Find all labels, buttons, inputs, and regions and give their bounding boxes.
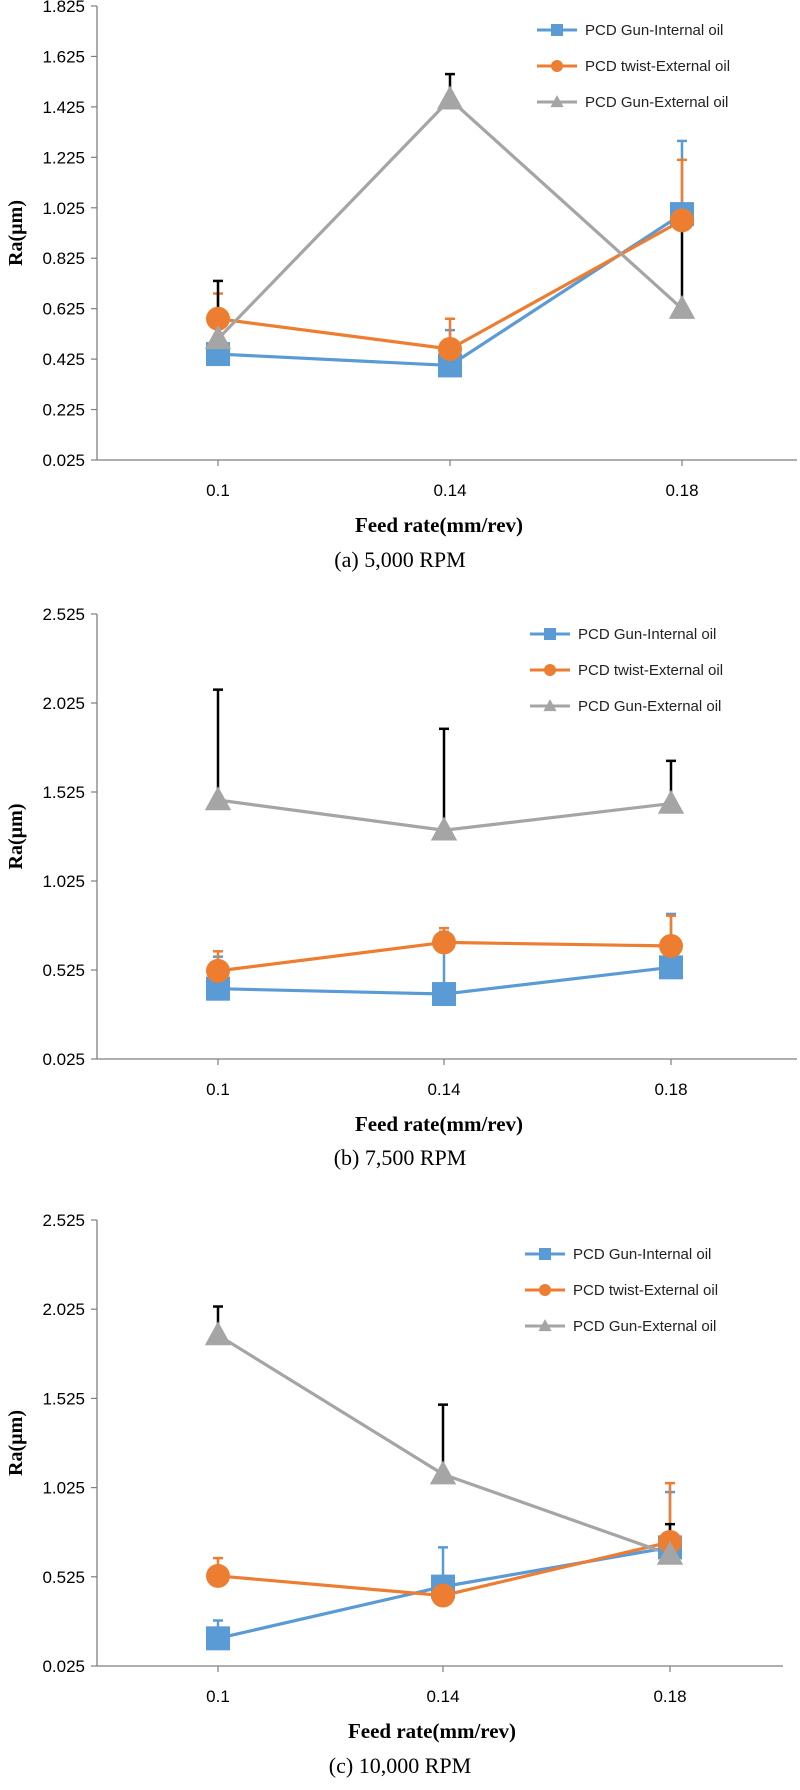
y-tick-label: 1.025 (42, 1479, 85, 1498)
y-tick-label: 0.525 (42, 1568, 85, 1587)
legend-entry: PCD Gun-Internal oil (578, 626, 716, 643)
legend-entry: PCD twist-External oil (585, 58, 730, 75)
x-tick-label: 0.14 (426, 1687, 459, 1706)
legend-marker (550, 95, 564, 108)
data-point (436, 85, 464, 110)
y-tick-label: 1.825 (42, 0, 85, 16)
legend-entry: PCD twist-External oil (573, 1282, 718, 1299)
y-axis-label: Ra(µm) (5, 1410, 27, 1476)
chart-caption: (c) 10,000 RPM (329, 1753, 471, 1778)
chart-caption: (a) 5,000 RPM (334, 547, 465, 572)
y-tick-label: 1.225 (42, 148, 85, 167)
y-axis-label: Ra(µm) (5, 804, 27, 870)
y-tick-label: 1.025 (42, 872, 85, 891)
data-point (432, 982, 456, 1007)
series-line (216, 97, 684, 341)
data-point (206, 306, 230, 331)
data-point (206, 958, 230, 983)
x-axis-label: Feed rate(mm/rev) (355, 513, 523, 537)
x-tick-label: 0.1 (206, 481, 230, 500)
legend-entry: PCD Gun-Internal oil (585, 22, 723, 39)
y-tick-label: 2.525 (42, 1211, 85, 1230)
legend-entry: PCD Gun-External oil (573, 1318, 716, 1335)
data-point (656, 1540, 684, 1565)
y-tick-label: 0.425 (42, 350, 85, 369)
legend-marker (539, 1284, 551, 1296)
x-axis-label: Feed rate(mm/rev) (348, 1719, 516, 1743)
chart-2: 0.025 0.525 1.025 1.525 2.025 2.525 0.1 0.14 0.1… (5, 605, 797, 1170)
legend-entry: PCD Gun-External oil (578, 698, 721, 715)
legend-marker (538, 1319, 552, 1332)
data-point (657, 789, 685, 814)
data-point (204, 1321, 232, 1346)
data-point (670, 208, 694, 233)
y-tick-label: 0.525 (42, 961, 85, 980)
y-tick-label: 0.025 (42, 451, 85, 470)
data-point (206, 1563, 230, 1588)
data-point (438, 337, 462, 362)
legend-entry: PCD Gun-Internal oil (573, 1246, 711, 1263)
y-axis-label: Ra(µm) (5, 200, 27, 266)
y-tick-label: 1.525 (42, 783, 85, 802)
data-point (431, 1583, 455, 1608)
y-tick-label: 1.625 (42, 47, 85, 66)
x-tick-label: 0.18 (653, 1687, 686, 1706)
y-tick-label: 0.225 (42, 401, 85, 420)
data-point (429, 1460, 457, 1485)
x-tick-label: 0.18 (654, 1080, 687, 1099)
legend-marker (551, 60, 563, 72)
x-axis-label: Feed rate(mm/rev) (355, 1112, 523, 1136)
x-tick-label: 0.1 (206, 1080, 230, 1099)
data-point (204, 786, 232, 811)
legend-marker (544, 628, 556, 640)
data-point (659, 955, 683, 980)
x-tick-label: 0.18 (665, 481, 698, 500)
x-tick-label: 0.14 (433, 481, 466, 500)
legend-entry: PCD Gun-External oil (585, 94, 728, 111)
data-point (204, 325, 232, 350)
y-tick-label: 2.025 (42, 1300, 85, 1319)
legend-entry: PCD twist-External oil (578, 662, 723, 679)
y-tick-label: 1.025 (42, 199, 85, 218)
y-tick-label: 0.625 (42, 300, 85, 319)
data-point (659, 933, 683, 958)
y-tick-label: 2.525 (42, 605, 85, 624)
legend-marker (539, 1248, 551, 1260)
x-tick-label: 0.14 (427, 1080, 460, 1099)
x-tick-label: 0.1 (206, 1687, 230, 1706)
y-tick-label: 0.025 (42, 1050, 85, 1069)
y-tick-label: 2.025 (42, 694, 85, 713)
legend-marker (543, 699, 557, 712)
y-tick-label: 0.825 (42, 249, 85, 268)
data-point (668, 294, 696, 319)
data-point (206, 1626, 230, 1651)
chart-caption: (b) 7,500 RPM (334, 1145, 467, 1170)
y-tick-label: 1.525 (42, 1389, 85, 1408)
y-tick-label: 1.425 (42, 98, 85, 117)
chart-1: 0.025 0.225 0.425 0.625 0.825 1.025 1.225 1.425… (5, 0, 797, 572)
legend-marker (551, 24, 563, 36)
chart-3: 0.025 0.525 1.025 1.525 2.025 2.525 0.1 0.14 0.1… (5, 1211, 783, 1778)
data-point (430, 816, 458, 841)
legend-marker (544, 664, 556, 676)
y-tick-label: 0.025 (42, 1657, 85, 1676)
data-point (432, 930, 456, 955)
